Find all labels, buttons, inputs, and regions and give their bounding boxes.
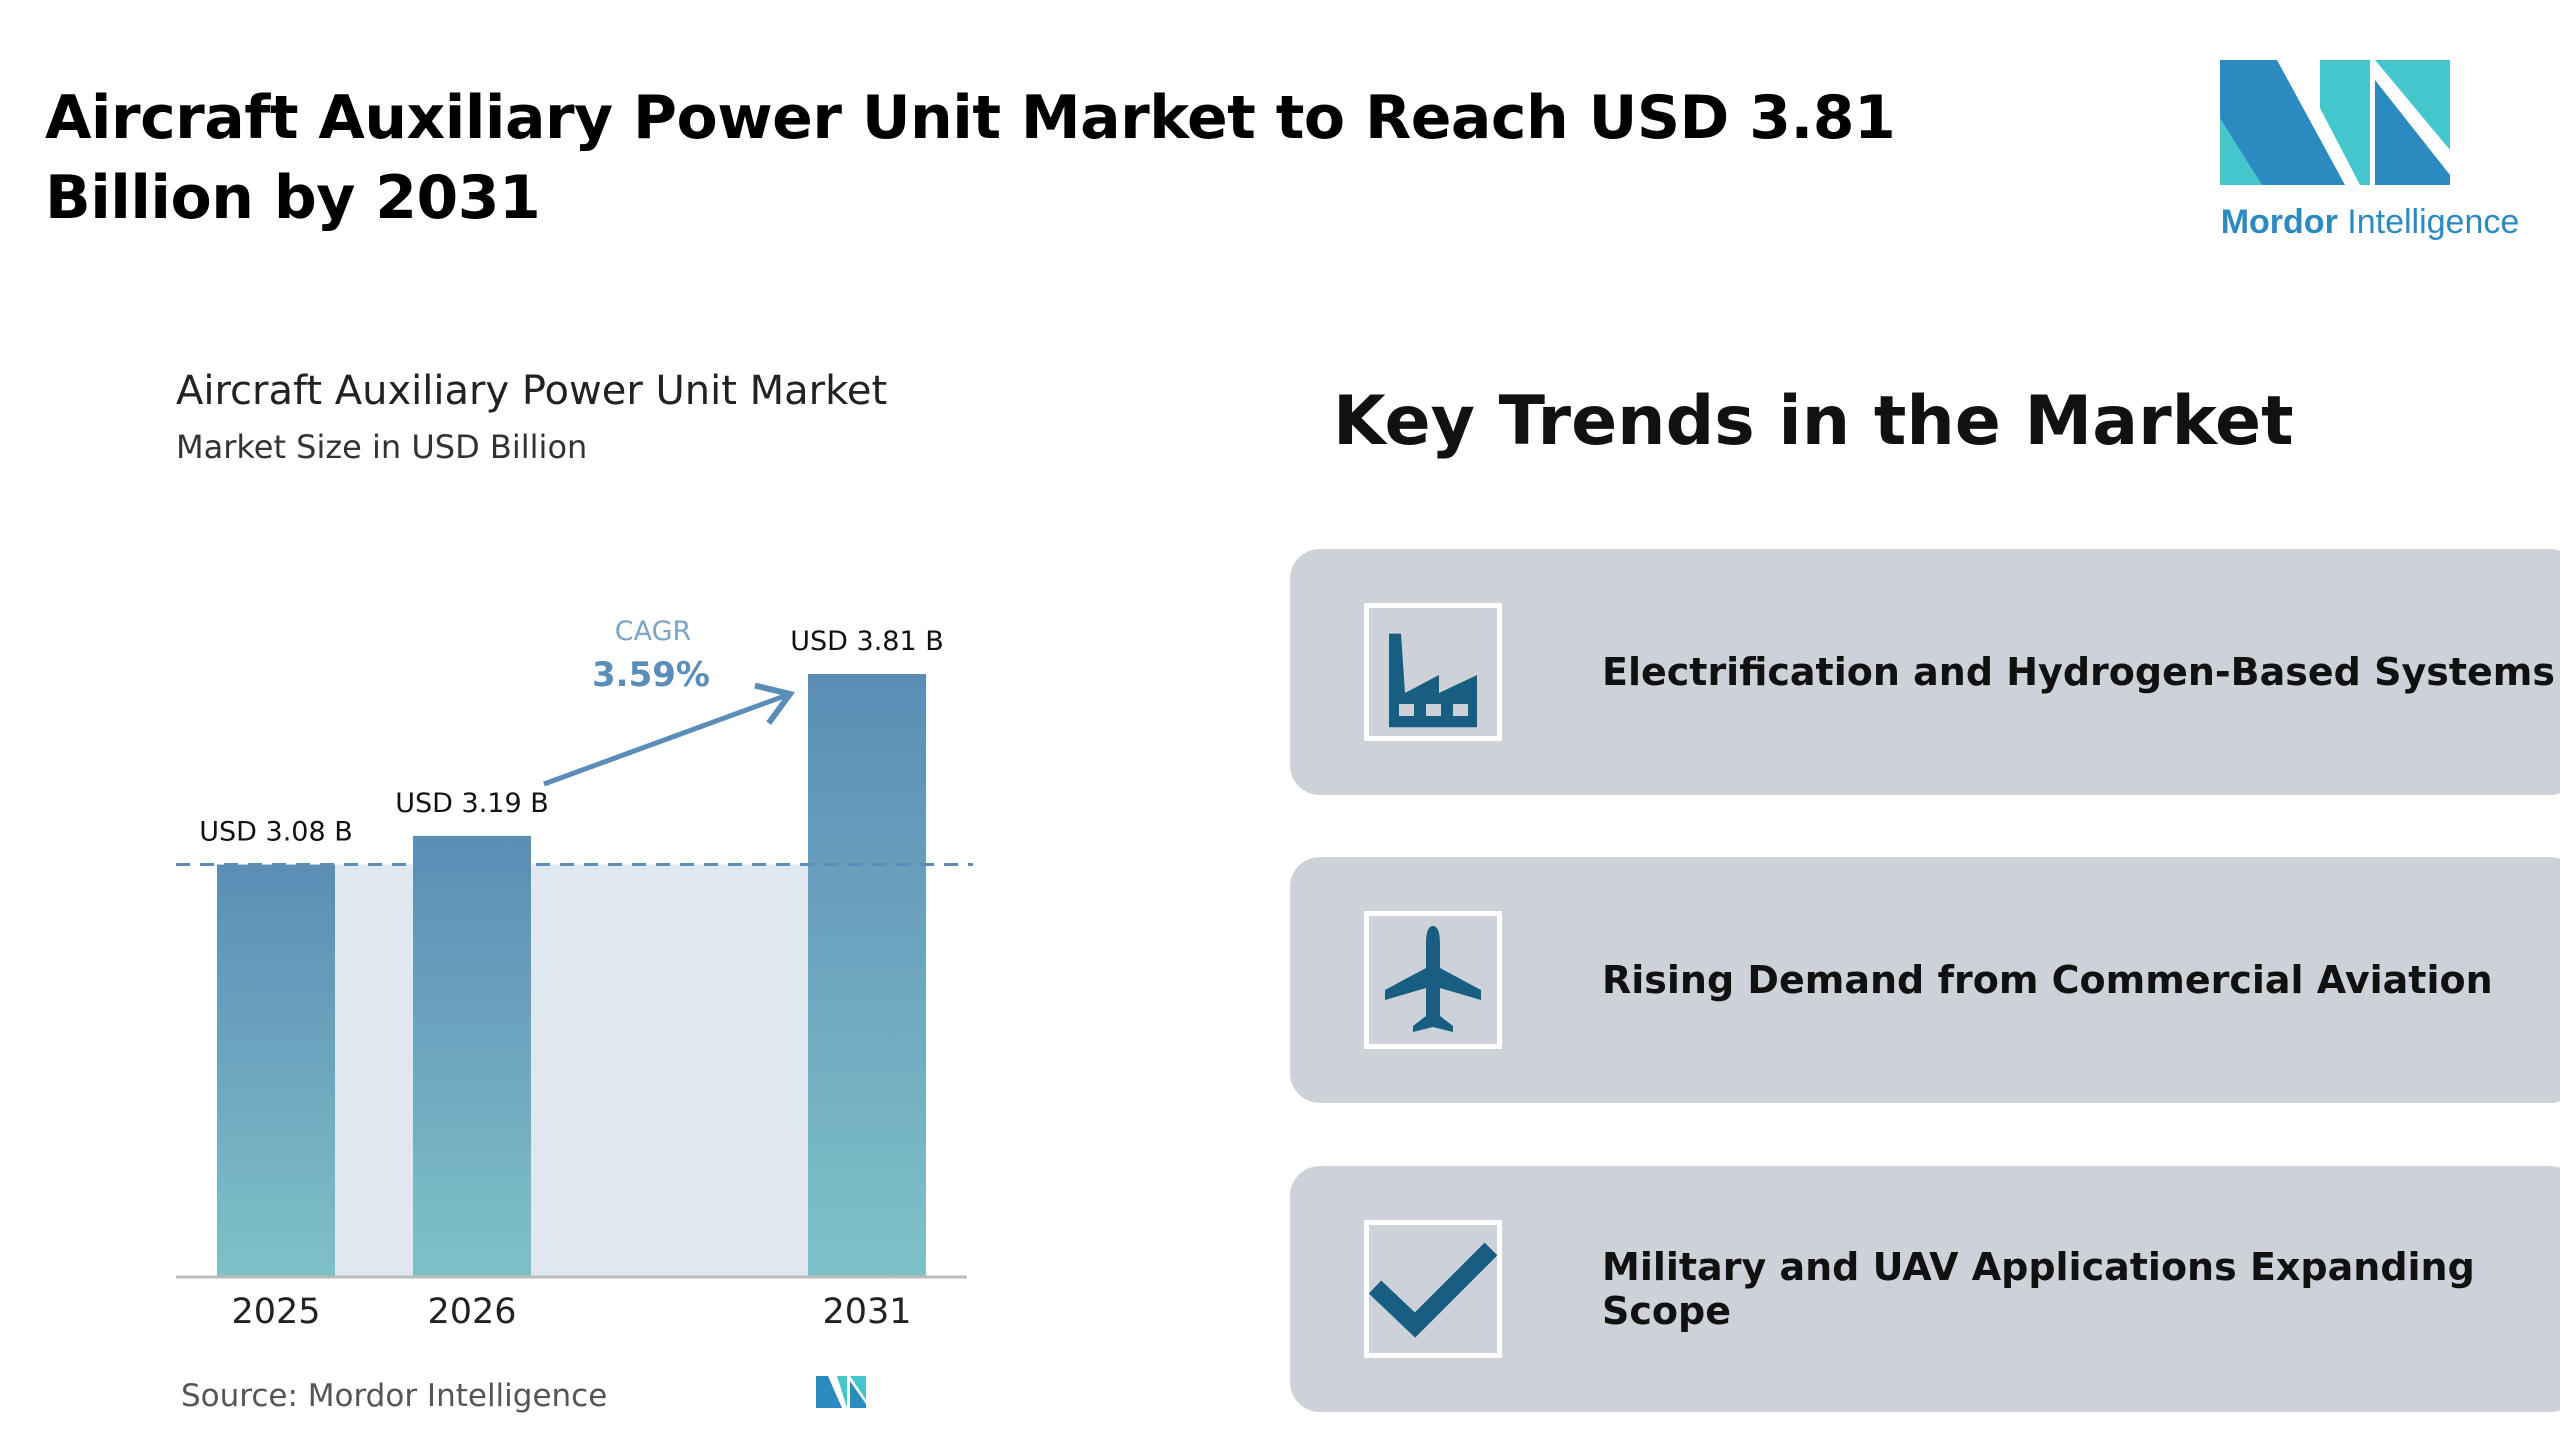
data-label: USD 3.81 B	[790, 626, 944, 657]
data-label: USD 3.19 B	[395, 788, 549, 819]
trend-card: Electrification and Hydrogen-Based Syste…	[1290, 549, 2560, 795]
x-tick-label: 2026	[427, 1292, 516, 1332]
checkmark-icon	[1364, 1220, 1502, 1358]
trend-card: Military and UAV Applications Expanding …	[1290, 1166, 2560, 1412]
logo-text: Mordor Intelligence	[2220, 203, 2520, 241]
data-label: USD 3.08 B	[199, 817, 353, 848]
bar-2031	[808, 674, 926, 1277]
trend-card: Rising Demand from Commercial Aviation	[1290, 857, 2560, 1103]
cagr-value: 3.59%	[592, 655, 710, 695]
bar-2025	[217, 864, 335, 1277]
factory-icon	[1364, 603, 1502, 741]
source-logo	[816, 1376, 866, 1408]
bar-chart: USD 3.08 B 2025 USD 3.19 B 2026 USD 3.81 B 20…	[176, 616, 973, 1408]
bar-2026	[413, 835, 531, 1277]
chart-subtitle: Market Size in USD Billion	[176, 428, 588, 466]
reference-shade	[335, 864, 808, 1277]
trend-label: Rising Demand from Commercial Aviation	[1602, 958, 2493, 1002]
trends-title: Key Trends in the Market	[1333, 382, 2294, 461]
trend-label: Electrification and Hydrogen-Based Syste…	[1602, 650, 2556, 694]
cagr-label: CAGR	[615, 616, 692, 647]
x-tick-label: 2025	[231, 1292, 320, 1332]
chart-source: Source: Mordor Intelligence	[181, 1378, 608, 1414]
cagr-arrow	[543, 682, 796, 787]
trend-label: Military and UAV Applications Expanding …	[1602, 1245, 2475, 1333]
page-title: Aircraft Auxiliary Power Unit Market to …	[45, 83, 1896, 233]
mordor-logo	[2220, 60, 2450, 185]
airplane-icon	[1364, 911, 1502, 1049]
x-tick-label: 2031	[822, 1292, 911, 1332]
chart-title: Aircraft Auxiliary Power Unit Market	[176, 368, 888, 414]
